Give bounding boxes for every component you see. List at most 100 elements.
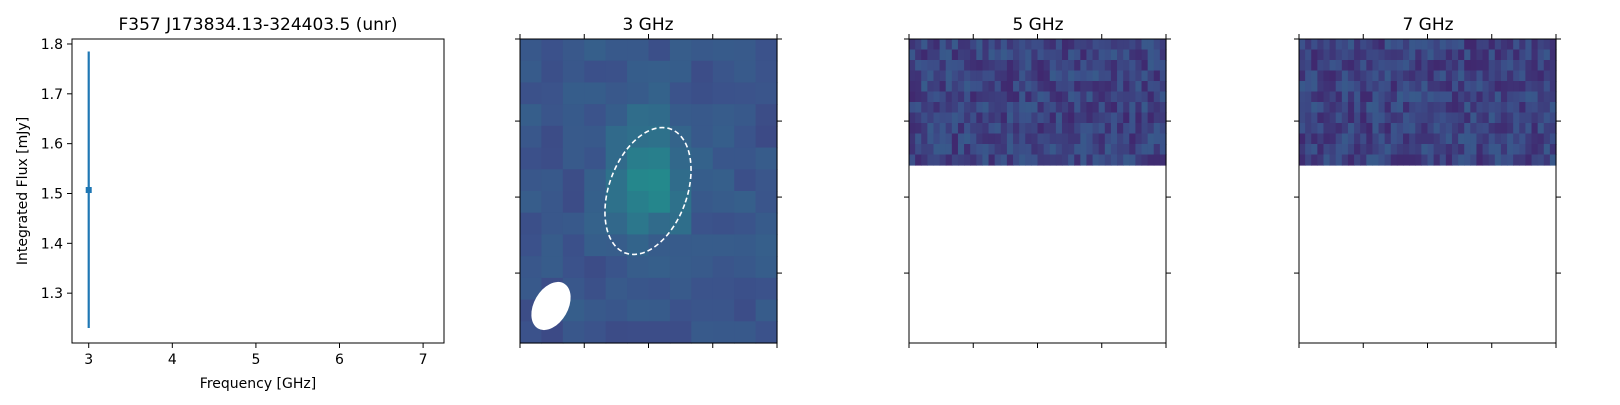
heatmap-cell	[1025, 112, 1032, 124]
heatmap-cell	[945, 123, 953, 135]
heatmap-cell	[1531, 133, 1539, 145]
heatmap-cell	[1117, 144, 1124, 156]
heatmap-cell	[1409, 91, 1416, 103]
heatmap-cell	[951, 102, 959, 114]
heatmap-cell	[1531, 60, 1539, 72]
heatmap-cell	[1311, 133, 1318, 145]
heatmap-cell	[1000, 144, 1008, 156]
heatmap-cell	[909, 123, 916, 135]
heatmap-cell	[669, 169, 692, 192]
heatmap-cell	[1086, 91, 1094, 103]
heatmap-cell	[1421, 39, 1429, 51]
heatmap-cell	[1153, 102, 1161, 114]
heatmap-cell	[1110, 91, 1118, 103]
heatmap-cell	[915, 102, 922, 114]
heatmap-cell	[1409, 133, 1416, 145]
heatmap-cell	[994, 60, 1002, 72]
heatmap-cell	[1110, 49, 1118, 61]
heatmap-cell	[951, 133, 959, 145]
heatmap-cell	[1141, 49, 1149, 61]
heatmap-cell	[1049, 91, 1057, 103]
heatmap-cell	[1147, 70, 1155, 82]
heatmap-cell	[1074, 81, 1081, 93]
heatmap-cell	[1482, 154, 1490, 166]
heatmap-cell	[951, 70, 959, 82]
heatmap-cell	[1141, 81, 1149, 93]
heatmap-cell	[909, 81, 916, 93]
heatmap-cell	[951, 123, 959, 135]
heatmap-cell	[1086, 60, 1094, 72]
heatmap-cell	[951, 81, 959, 93]
heatmap-cell	[1464, 60, 1471, 72]
heatmap-cell	[1049, 112, 1057, 124]
heatmap-cell	[1098, 49, 1106, 61]
heatmap-cell	[648, 82, 671, 105]
heatmap-cell	[562, 60, 585, 84]
heatmap-cell	[1500, 133, 1508, 145]
heatmap-cell	[1427, 49, 1435, 61]
heatmap-cell	[1445, 133, 1453, 145]
heatmap-cell	[1000, 102, 1008, 114]
heatmap-cell	[988, 144, 996, 156]
heatmap-cell	[1354, 133, 1361, 145]
spectrum-x-label: Frequency [GHz]	[200, 376, 316, 392]
heatmap-cell	[1525, 81, 1533, 93]
heatmap-cell	[1098, 144, 1106, 156]
heatmap-cell	[1500, 49, 1508, 61]
heatmap-cell	[1019, 123, 1026, 135]
heatmap-cell	[1421, 91, 1429, 103]
heatmap-cell	[1470, 81, 1478, 93]
heatmap-cell	[1086, 102, 1094, 114]
heatmap-cell	[1347, 123, 1355, 135]
heatmap-cell	[734, 299, 757, 322]
heatmap-cell	[1311, 49, 1318, 61]
heatmap-cell	[1299, 133, 1306, 145]
heatmap-cell	[909, 133, 916, 145]
heatmap-cell	[1384, 112, 1392, 124]
heatmap-cell	[921, 60, 928, 72]
heatmap-cell	[1537, 112, 1545, 124]
heatmap-cell	[1068, 39, 1075, 51]
heatmap-cell	[994, 144, 1002, 156]
heatmap-cell	[1384, 60, 1392, 72]
heatmap-cell	[1147, 133, 1155, 145]
heatmap-cell	[1421, 133, 1429, 145]
heatmap-cell	[648, 169, 671, 192]
heatmap-cell	[669, 299, 692, 322]
heatmap-cell	[755, 212, 778, 236]
heatmap-cell	[1360, 91, 1367, 103]
heatmap-cell	[1335, 60, 1343, 72]
heatmap-cell	[755, 299, 778, 322]
heatmap-cell	[939, 144, 947, 156]
heatmap-cell	[1098, 154, 1106, 166]
heatmap-cell	[1305, 123, 1312, 135]
heatmap-cell	[915, 91, 922, 103]
heatmap-cell	[1323, 91, 1331, 103]
heatmap-cell	[1451, 144, 1459, 156]
heatmap-cell	[1135, 49, 1143, 61]
heatmap-cell	[1549, 91, 1557, 103]
heatmap-cell	[1317, 123, 1325, 135]
heatmap-cell	[957, 102, 965, 114]
heatmap-cell	[691, 256, 714, 279]
heatmap-cell	[1482, 49, 1490, 61]
heatmap-cell	[1317, 39, 1325, 51]
heatmap-cell	[1366, 123, 1374, 135]
heatmap-cell	[1068, 133, 1075, 145]
heatmap-cell	[1543, 102, 1551, 114]
heatmap-cell	[1519, 70, 1527, 82]
heatmap-cell	[1549, 123, 1557, 135]
heatmap-cell	[605, 212, 628, 236]
heatmap-cell	[982, 154, 990, 166]
heatmap-cell	[1354, 102, 1361, 114]
heatmap-cell	[988, 39, 996, 51]
image-panel-7ghz: 7 GHz	[1294, 15, 1561, 348]
heatmap-cell	[1507, 81, 1514, 93]
heatmap-cell	[648, 191, 671, 214]
heatmap-cell	[927, 102, 935, 114]
heatmap-cell	[755, 104, 778, 127]
heatmap-cell	[1092, 70, 1100, 82]
heatmap-cell	[945, 60, 953, 72]
heatmap-cell	[691, 104, 714, 127]
heatmap-cell	[964, 133, 971, 145]
